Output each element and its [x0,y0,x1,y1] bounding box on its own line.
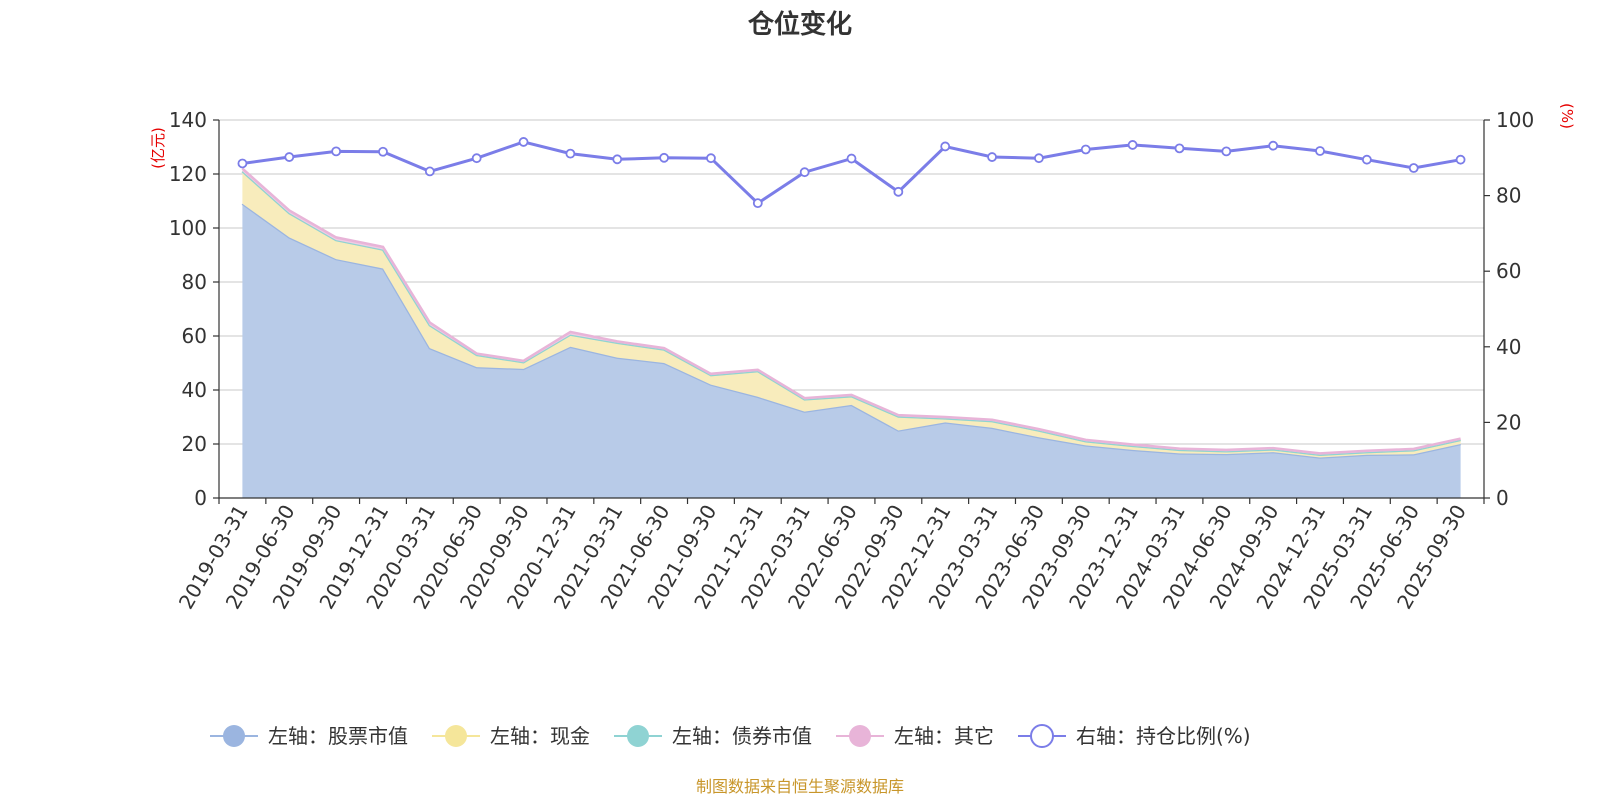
legend-item-0: 左轴：股票市值 [210,724,408,748]
ratio-point [1221,146,1232,157]
legend-marker [1030,724,1054,748]
ratio-point [752,198,763,209]
ratio-point [1174,143,1185,154]
ratio-point [659,152,669,163]
ratio-point [1034,153,1044,164]
legend-label: 左轴：现金 [490,724,590,748]
ratio-point [1361,154,1372,165]
left-tick-label: 20 [182,432,207,456]
ratio-point [1408,163,1419,173]
legend-item-3: 左轴：其它 [836,724,994,748]
area-edge-series-3 [241,167,1461,455]
legend-item-4: 右轴：持仓比例(%) [1018,724,1251,748]
ratio-point [940,141,951,152]
left-tick-label: 100 [169,216,207,240]
area-series-0 [242,203,1461,498]
left-tick-label: 120 [169,162,207,186]
chart-title: 仓位变化 [747,9,852,40]
ratio-point [1455,154,1466,165]
left-tick-label: 0 [194,486,207,510]
ratio-point [987,152,997,162]
ratio-point [565,148,576,159]
ratio-point [706,153,716,164]
ratio-line [237,137,1466,209]
left-tick-label: 40 [182,378,207,402]
left-tick-label: 140 [169,108,207,132]
area-series-1 [242,171,1461,458]
legend-marker [627,725,649,747]
ratio-point [331,146,342,157]
ratio-point [471,153,482,164]
legend-item-1: 左轴：现金 [432,724,590,748]
legend-marker [445,725,467,747]
ratio-point [518,137,529,147]
right-tick-label: 40 [1496,335,1521,359]
left-tick-label: 60 [182,324,207,348]
right-tick-label: 20 [1496,410,1521,434]
ratio-point [612,154,623,165]
right-tick-label: 80 [1496,184,1521,208]
ratio-point [237,158,248,169]
right-axis-unit: (%) [1558,103,1576,129]
right-tick-label: 60 [1496,259,1521,283]
ratio-point [846,153,857,164]
ratio-point [893,186,904,197]
ratio-point [378,146,388,157]
left-tick-label: 80 [182,270,207,294]
legend-marker [223,725,245,747]
legend-item-2: 左轴：债券市值 [614,724,812,748]
ratio-point [1080,144,1091,155]
ratio-point [1268,140,1279,151]
ratio-point [1315,146,1325,156]
right-tick-label: 100 [1496,108,1534,132]
legend-marker [849,725,871,747]
ratio-point [284,152,295,162]
legend-label: 左轴：股票市值 [268,724,408,748]
source-note: 制图数据来自恒生聚源数据库 [696,777,904,796]
ratio-point [799,167,810,178]
ratio-point [1127,140,1138,150]
ratio-point [424,166,435,177]
legend: 左轴：股票市值 左轴：现金 左轴：债券市值 左轴：其它 右轴：持仓比例(%) [210,724,1251,748]
legend-label: 右轴：持仓比例(%) [1076,724,1251,748]
left-axis-unit: (亿元) [149,127,167,169]
legend-label: 左轴：其它 [894,724,994,748]
legend-label: 左轴：债券市值 [672,724,812,748]
right-tick-label: 0 [1496,486,1509,510]
stacked-areas [241,167,1461,498]
